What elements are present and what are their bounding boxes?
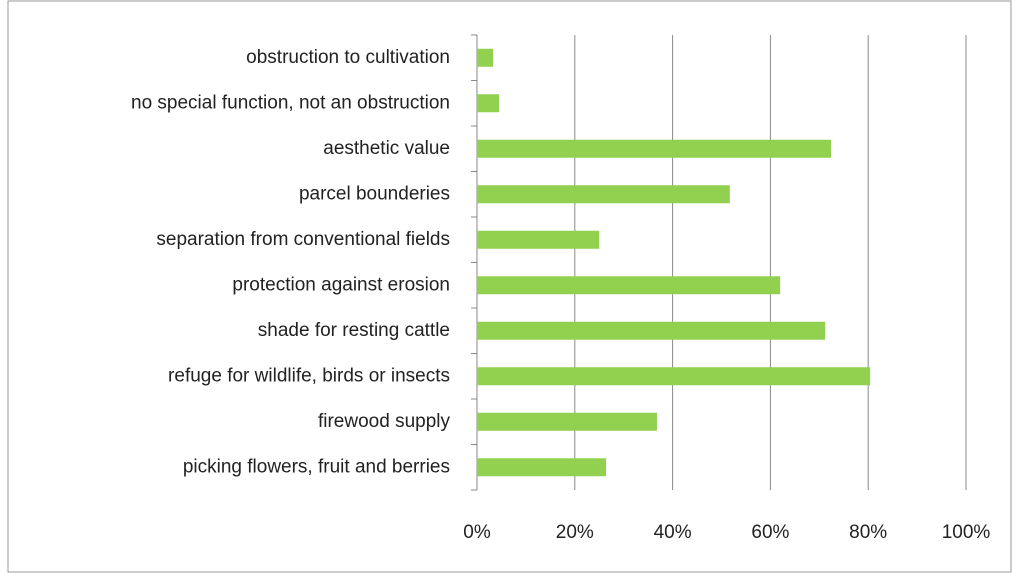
x-tick-label: 80% bbox=[849, 522, 887, 543]
bar bbox=[477, 230, 600, 249]
y-tick-label: picking flowers, fruit and berries bbox=[183, 456, 450, 477]
bar bbox=[477, 276, 781, 295]
bar bbox=[477, 412, 657, 431]
x-tick-label: 0% bbox=[463, 522, 491, 543]
y-tick-label: shade for resting cattle bbox=[258, 320, 450, 341]
bar bbox=[477, 94, 500, 113]
x-tick-label: 100% bbox=[942, 522, 991, 543]
y-tick-label: no special function, not an obstruction bbox=[131, 92, 450, 113]
bar bbox=[477, 48, 494, 67]
bar bbox=[477, 458, 607, 477]
bar bbox=[477, 139, 832, 158]
x-tick-label: 40% bbox=[654, 522, 692, 543]
y-tick-label: obstruction to cultivation bbox=[246, 47, 450, 68]
x-tick-label: 20% bbox=[556, 522, 594, 543]
x-tick-label: 60% bbox=[751, 522, 789, 543]
y-tick-label: refuge for wildlife, birds or insects bbox=[168, 365, 450, 386]
y-tick-label: separation from conventional fields bbox=[156, 229, 450, 250]
y-tick-label: protection against erosion bbox=[232, 274, 450, 295]
y-tick-label: parcel bounderies bbox=[299, 183, 450, 204]
y-tick-label: firewood supply bbox=[318, 411, 451, 432]
bar bbox=[477, 185, 730, 204]
bar bbox=[477, 367, 871, 386]
y-tick-label: aesthetic value bbox=[323, 138, 450, 159]
bar bbox=[477, 321, 826, 340]
